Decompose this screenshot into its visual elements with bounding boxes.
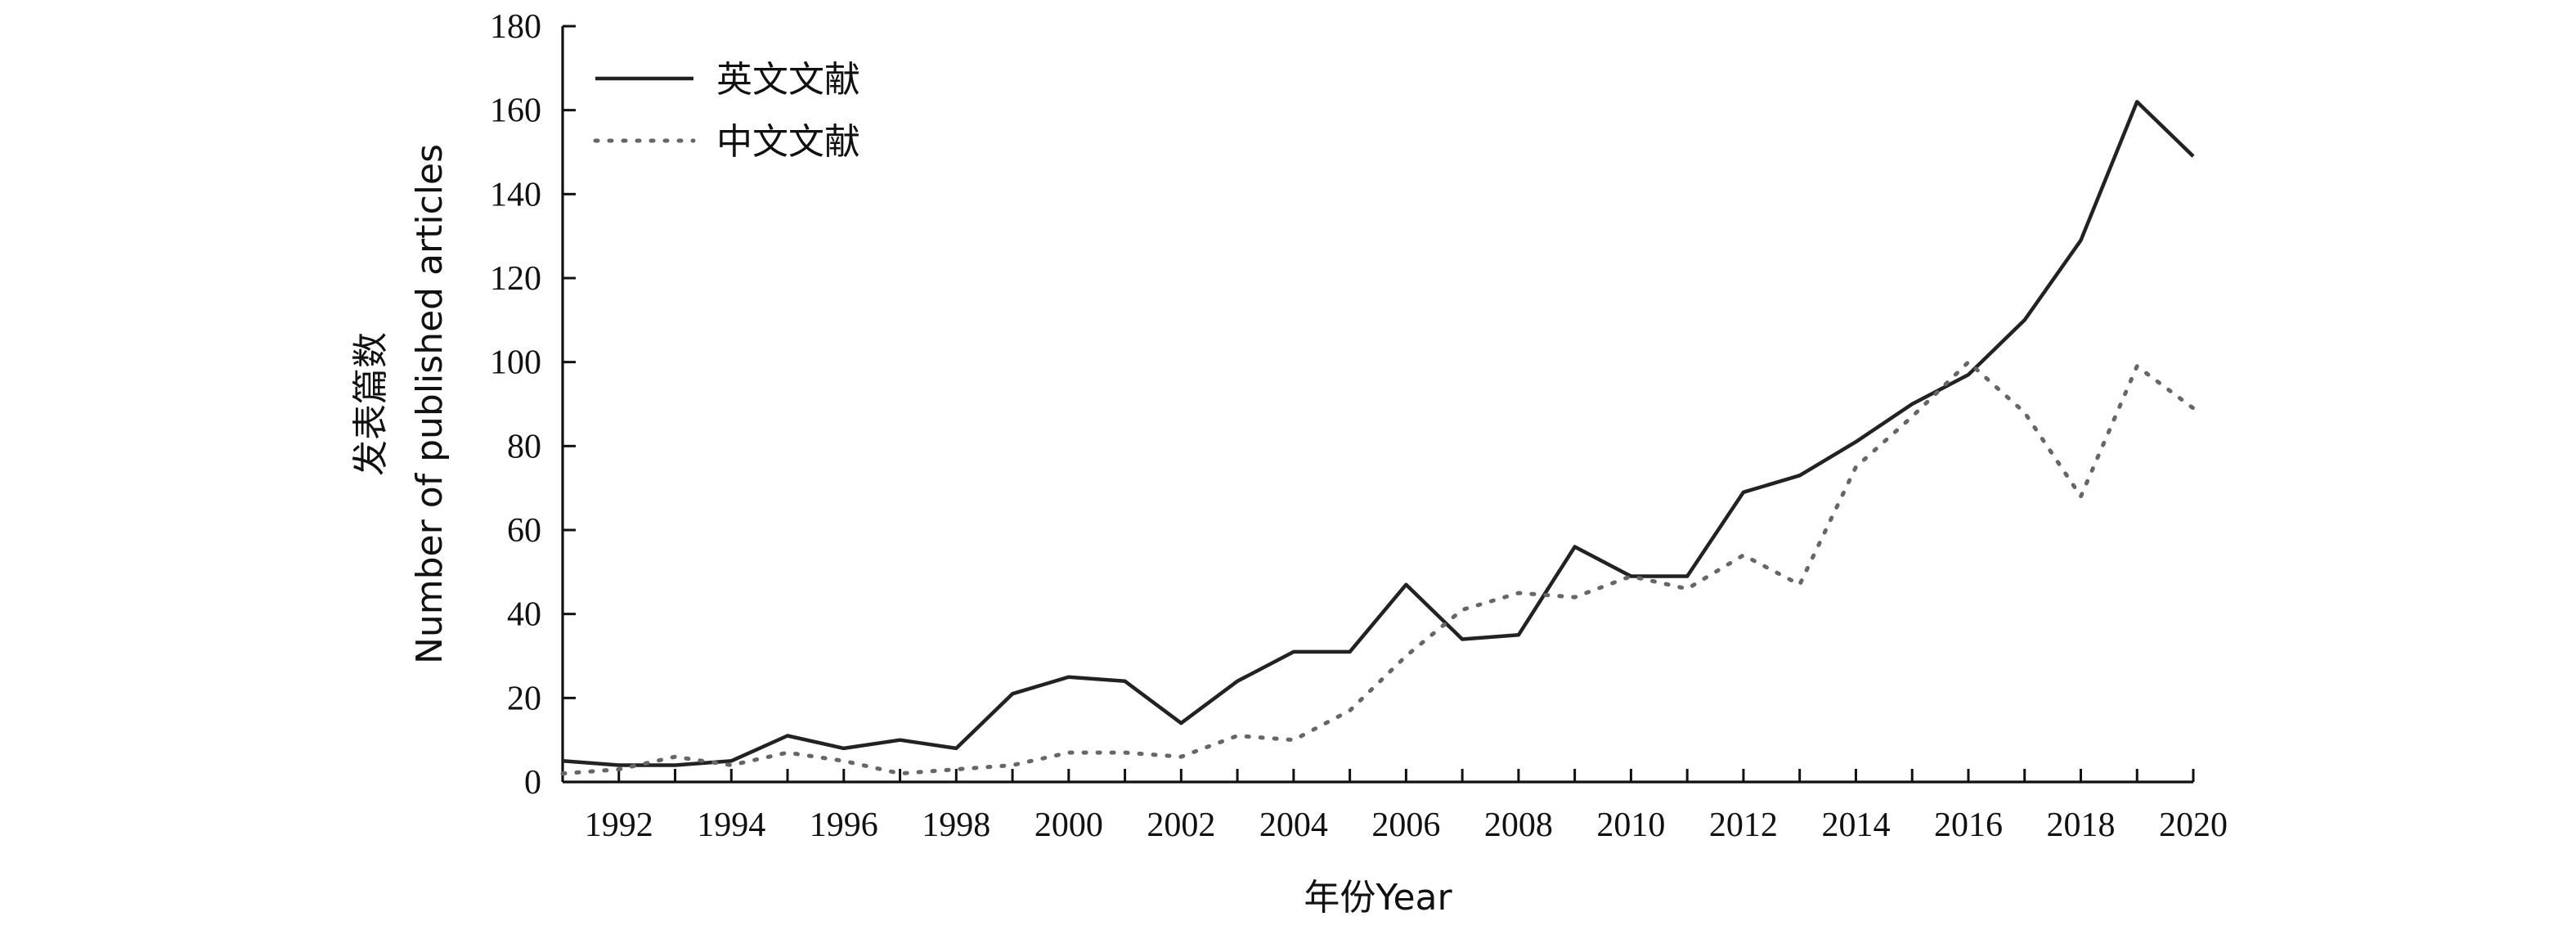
x-tick-label: 2008 — [1484, 806, 1553, 844]
x-axis-ticks: 1992 1994 1996 1998 2000 2002 2004 2006 2008 2010… — [561, 769, 2228, 844]
x-tick-label: 1996 — [810, 806, 878, 844]
y-tick-label: 160 — [490, 92, 541, 130]
x-tick-label: 2006 — [1371, 806, 1440, 844]
y-tick-label: 120 — [490, 260, 541, 298]
y-tick-label: 80 — [507, 428, 541, 465]
series-line-2 — [560, 360, 2196, 776]
y-tick-label: 40 — [507, 596, 541, 634]
x-tick-label: 2018 — [2046, 806, 2115, 844]
y-axis-ticks: 0 20 40 60 80 100 120 140 160 180 — [490, 8, 576, 802]
x-tick-label: 1994 — [697, 806, 765, 844]
x-tick-label: 2010 — [1596, 806, 1665, 844]
legend-label-1: 英文文献 — [716, 59, 860, 101]
series-line-1 — [562, 100, 2195, 767]
x-tick-label: 1998 — [922, 806, 990, 844]
axes — [561, 26, 2193, 784]
y-tick-label: 60 — [507, 512, 541, 550]
x-tick-label: 1992 — [585, 806, 653, 844]
y-tick-label: 100 — [490, 344, 541, 382]
y-tick-label: 180 — [490, 8, 541, 46]
x-tick-label: 2016 — [1934, 806, 2003, 844]
x-tick-label: 2020 — [2159, 806, 2228, 844]
y-axis-title-line: 发表篇数 — [350, 332, 392, 476]
y-tick-label: 20 — [507, 680, 541, 717]
series-group — [560, 100, 2196, 776]
y-tick-label: 0 — [524, 764, 541, 802]
x-tick-label: 2014 — [1821, 806, 1890, 844]
legend-label-2: 中文文献 — [716, 121, 860, 163]
y-axis-title: 发表篇数 Number of published articles — [350, 144, 451, 664]
x-tick-label: 2004 — [1259, 806, 1328, 844]
y-tick-label: 140 — [490, 176, 541, 213]
x-axis-title: 年份Year — [1304, 877, 1452, 919]
y-axis-title-line: Number of published articles — [409, 144, 451, 664]
x-tick-label: 2002 — [1147, 806, 1215, 844]
x-tick-label: 2000 — [1034, 806, 1103, 844]
x-tick-label: 2012 — [1709, 806, 1778, 844]
